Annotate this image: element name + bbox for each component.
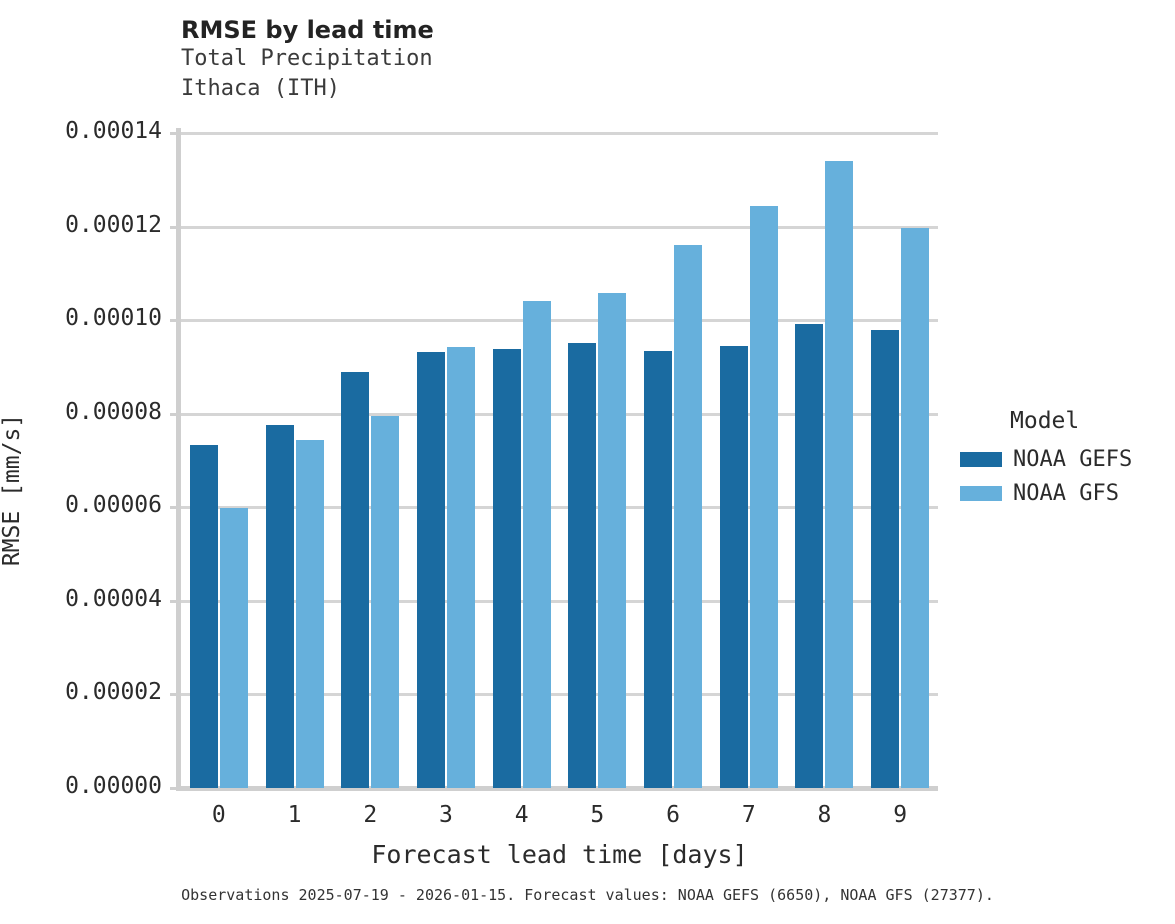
gridline: [181, 225, 938, 229]
y-axis-tick-label: 0.00006: [65, 492, 162, 519]
x-axis-title: Forecast lead time [days]: [371, 840, 748, 869]
legend-swatch-icon: [960, 485, 1002, 501]
y-axis-tick-mark: [170, 787, 178, 790]
gridline: [181, 506, 938, 510]
y-axis-tick-labels: 0.00000 0.00002 0.00004 0.00006 0.00008 0.000…: [22, 0, 162, 924]
bar: [871, 330, 900, 788]
bar: [825, 161, 854, 788]
y-axis-tick-label: 0.00008: [65, 398, 162, 425]
y-axis-tick-mark: [170, 693, 178, 697]
x-axis-tick-label: 2: [363, 802, 378, 828]
y-axis-title: RMSE [mm/s]: [0, 413, 25, 567]
bar: [795, 324, 824, 788]
legend-items: NOAA GEFS NOAA GFS: [960, 444, 1175, 508]
legend-item[interactable]: NOAA GFS: [960, 478, 1175, 508]
legend-swatch-icon: [960, 451, 1002, 467]
plot-area: [181, 132, 938, 788]
legend: Model NOAA GEFS NOAA GFS: [960, 408, 1175, 512]
bar: [522, 301, 551, 788]
legend-title: Model: [1010, 408, 1080, 434]
x-axis-line: [176, 786, 938, 791]
bar: [674, 244, 703, 788]
y-axis-tick-label: 0.00012: [65, 211, 162, 238]
bar: [189, 445, 218, 788]
y-axis-tick-mark: [170, 225, 178, 229]
y-axis-tick-label: 0.00002: [65, 679, 162, 706]
bar: [901, 227, 930, 788]
y-axis-tick-mark: [170, 599, 178, 603]
bar: [416, 351, 445, 788]
gridline: [181, 132, 938, 135]
page-title: RMSE by lead time: [181, 16, 434, 44]
x-axis-tick-label: 0: [211, 802, 226, 828]
x-axis-tick-label: 6: [666, 802, 680, 828]
bar: [265, 425, 294, 788]
gridline: [181, 319, 938, 323]
bar: [341, 372, 370, 788]
x-axis-tick-label: 5: [590, 802, 605, 828]
x-axis-tick-label: 3: [439, 802, 453, 828]
y-axis-tick-mark: [170, 319, 178, 323]
y-axis-line: [176, 128, 181, 790]
y-axis-tick-label: 0.00014: [65, 118, 162, 144]
x-axis-tick-label: 4: [514, 802, 529, 828]
bar: [568, 343, 597, 788]
x-axis-tick-label: 8: [817, 802, 832, 828]
chart-subtitle: Total Precipitation: [181, 46, 433, 71]
bar: [749, 205, 778, 788]
y-axis-tick-label: 0.00010: [65, 305, 162, 332]
gridline: [181, 693, 938, 697]
bar: [295, 439, 324, 788]
bar: [219, 507, 248, 788]
y-axis-tick-label: 0.00004: [65, 585, 162, 612]
legend-item-label: NOAA GFS: [1013, 480, 1119, 506]
gridline: [181, 599, 938, 603]
gridline: [181, 412, 938, 416]
y-axis-tick-mark: [170, 132, 178, 135]
bar: [446, 346, 475, 788]
legend-item-label: NOAA GEFS: [1013, 446, 1133, 472]
footnote: Observations 2025-07-19 - 2026-01-15. Fo…: [181, 886, 994, 904]
bar: [644, 351, 673, 788]
y-axis-tick-mark: [170, 412, 178, 416]
y-axis-tick-label: 0.00000: [65, 773, 162, 799]
title-block: RMSE by lead time Total Precipitation It…: [181, 16, 881, 104]
bar: [492, 349, 521, 788]
bar: [598, 293, 627, 788]
x-axis-tick-label: 7: [741, 802, 756, 828]
bar: [371, 416, 400, 788]
x-axis-tick-label: 9: [893, 802, 908, 828]
chart-location-subtitle: Ithaca (ITH): [181, 76, 340, 101]
x-axis-tick-label: 1: [287, 802, 302, 828]
legend-item[interactable]: NOAA GEFS: [960, 444, 1175, 474]
bar: [719, 346, 748, 788]
y-axis-tick-mark: [170, 506, 178, 510]
